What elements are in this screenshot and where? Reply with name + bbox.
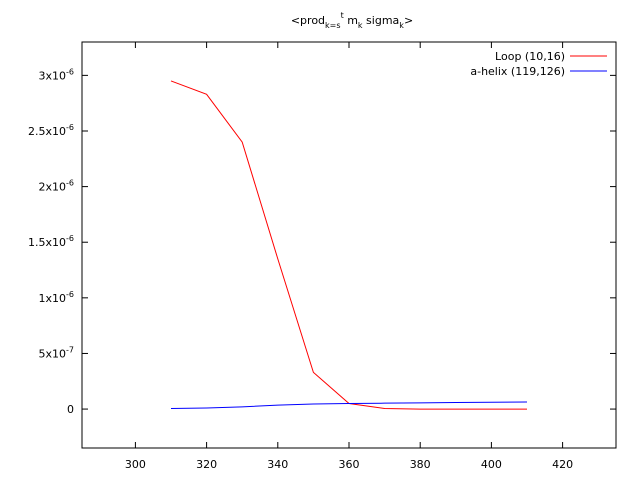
chart-title: <prodk=st mk sigmak> [291, 11, 413, 30]
x-tick-label: 300 [125, 458, 146, 471]
x-tick-label: 320 [196, 458, 217, 471]
legend-label-1: a-helix (119,126) [470, 65, 565, 78]
x-tick-label: 360 [339, 458, 360, 471]
x-tick-label: 420 [552, 458, 573, 471]
y-axis: 0 5x10-7 1x10-6 1.5x10-6 2x10-6 2.5x10-6 3x10-… [28, 67, 616, 416]
series-line-0 [170, 80, 527, 410]
y-tick-label: 2.5x10-6 [28, 123, 74, 138]
plot-frame [81, 41, 617, 449]
y-tick-label: 1x10-6 [39, 290, 75, 305]
legend-label-0: Loop (10,16) [495, 50, 565, 63]
series-line-1 [170, 401, 528, 410]
legend: Loop (10,16) a-helix (119,126) [470, 50, 607, 78]
y-tick-label: 1.5x10-6 [28, 234, 74, 249]
y-tick-label: 2x10-6 [39, 179, 75, 194]
y-tick-label: 3x10-6 [39, 67, 75, 82]
x-tick-label: 380 [410, 458, 431, 471]
x-tick-label: 400 [481, 458, 502, 471]
y-tick-label: 5x10-7 [39, 345, 75, 360]
y-tick-label: 0 [67, 403, 74, 416]
x-axis: 300 320 340 360 380 400 420 [125, 42, 573, 471]
series-lines [170, 80, 528, 410]
x-tick-label: 340 [267, 458, 288, 471]
